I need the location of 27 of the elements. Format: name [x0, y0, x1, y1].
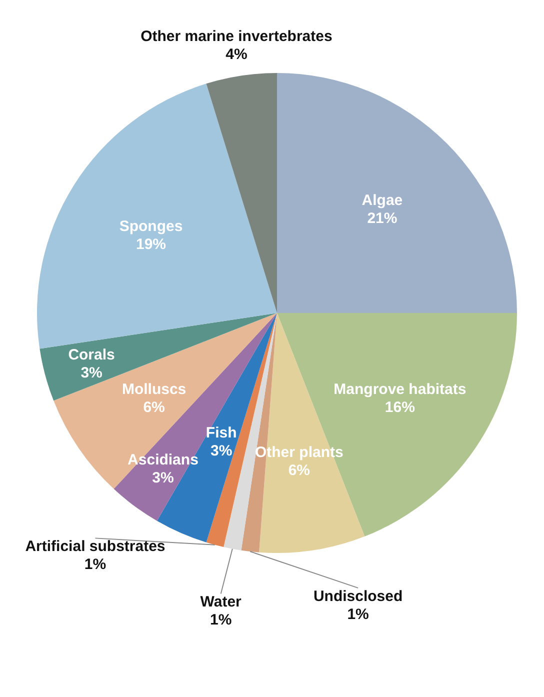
data-label: 1%	[210, 612, 232, 629]
slice-label: Algae	[362, 192, 403, 209]
pie-slice	[40, 313, 277, 401]
data-label: 1%	[84, 556, 106, 574]
slice-label: Other marine invertebrates	[140, 28, 332, 46]
slice-label: Mangrove habitats	[334, 380, 466, 398]
slice-label: Fish	[206, 424, 237, 442]
pie-slice	[277, 73, 517, 313]
slice-label: Other plants	[255, 444, 344, 462]
slice-label: Molluscs	[122, 380, 186, 398]
data-label: 3%	[80, 364, 102, 382]
pie-slice	[206, 73, 277, 313]
data-label: 6%	[288, 462, 310, 480]
slice-label: Corals	[68, 346, 115, 364]
pie-slice	[37, 84, 277, 349]
slice-label: Artificial substrates	[25, 538, 166, 556]
data-label: 6%	[143, 398, 165, 416]
data-label: 3%	[210, 442, 232, 460]
data-label: 19%	[136, 236, 166, 253]
data-label: 4%	[226, 46, 248, 64]
data-label: 1%	[347, 606, 369, 623]
slice-label: Sponges	[119, 218, 183, 235]
data-label: 3%	[152, 469, 174, 486]
data-label: 16%	[384, 398, 415, 416]
slice-label: Undisclosed	[313, 588, 403, 605]
data-label: 21%	[367, 210, 398, 227]
slice-label: Water	[200, 594, 242, 611]
